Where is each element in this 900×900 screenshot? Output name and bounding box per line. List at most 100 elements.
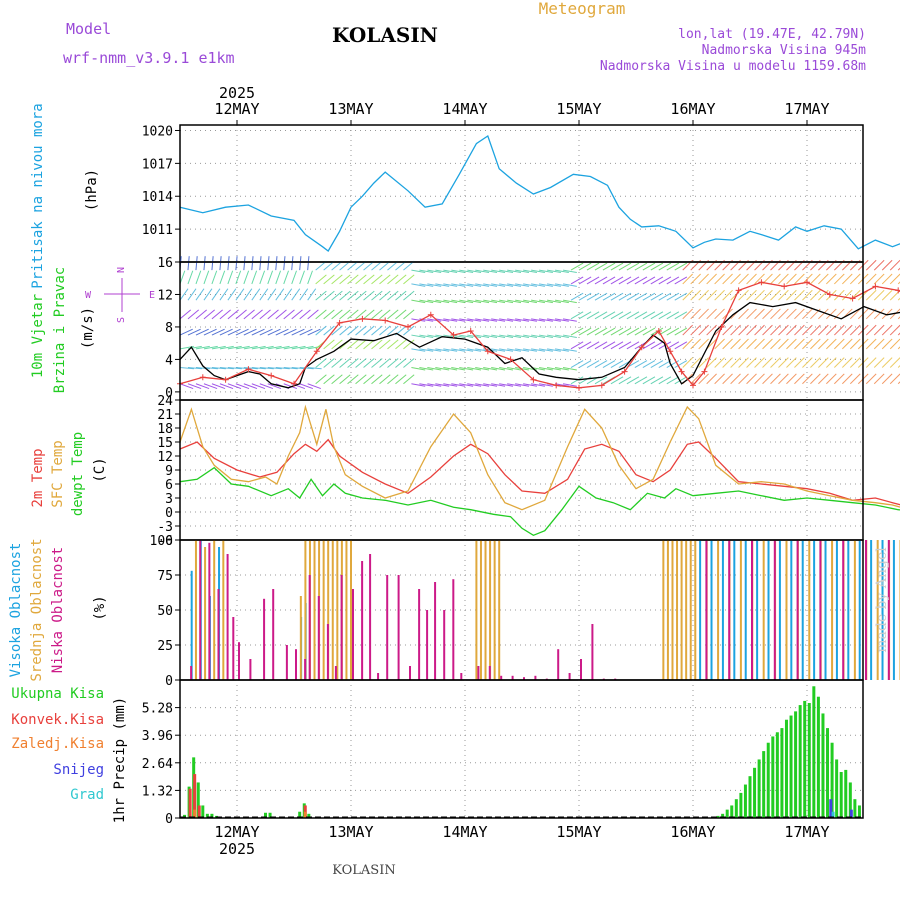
wind-arrow — [467, 283, 482, 287]
wind-arrow — [546, 299, 561, 304]
srednja-oblacnost-bar — [762, 540, 765, 680]
wind-arrow — [754, 273, 765, 285]
wind-arrow — [419, 269, 434, 274]
bottom-day-label: 14MAY — [442, 823, 487, 841]
wind-arrow — [227, 328, 241, 336]
wind-arrow — [626, 292, 640, 301]
ukupna-kisa-bar — [210, 813, 214, 818]
wind-arrow — [794, 273, 805, 285]
wind-arrow — [355, 274, 367, 285]
wind-arrow — [475, 318, 490, 322]
wind-arrow — [818, 357, 829, 368]
visoka-oblacnost-bar — [813, 540, 816, 680]
wind-arrow — [491, 299, 506, 304]
top-day-label: 16MAY — [670, 100, 715, 118]
wind-arrow — [403, 325, 415, 336]
model-label: Model — [66, 20, 111, 38]
wind-arrow — [554, 283, 569, 287]
wind-arrow — [802, 289, 813, 301]
wind-arrow — [283, 328, 297, 336]
wind-arrow — [219, 309, 231, 320]
temp-dew-title: dewpt Temp — [70, 432, 86, 516]
srednja-oblacnost-bar — [680, 540, 683, 680]
wind-arrow — [834, 324, 845, 336]
wind-arrow — [411, 283, 426, 287]
wind-arrow — [602, 292, 616, 301]
wind-arrow — [849, 308, 861, 320]
wind-arrow — [594, 311, 608, 320]
ukupna-kisa-bar — [201, 805, 205, 818]
bottom-day-label: 13MAY — [328, 823, 373, 841]
wind-arrow — [203, 328, 217, 336]
srednja-oblacnost-bar — [304, 540, 307, 680]
wind-arrow — [507, 334, 522, 338]
niska-oblacnost-bar — [773, 540, 776, 680]
wind-arrow — [650, 327, 664, 336]
wind-arrow — [307, 383, 322, 390]
wind-arrow — [610, 341, 624, 350]
niska-oblacnost-bar — [295, 649, 297, 680]
wind-panel: 0 4 8 12 16 — [157, 256, 900, 401]
wind-arrow — [187, 367, 202, 370]
wind-arrow — [762, 357, 773, 368]
wind-arrow — [403, 274, 415, 285]
wind-arrow — [387, 325, 399, 336]
wind-arrow — [594, 327, 608, 336]
wind-arrow — [443, 367, 458, 371]
wind-compass: N S W E — [85, 267, 155, 323]
wind-arrow — [355, 339, 367, 350]
wind-arrow — [403, 339, 415, 350]
ukupna-kisa-bar — [848, 782, 852, 818]
wind-arrow — [251, 270, 258, 285]
wind-arrow — [650, 292, 664, 301]
wind-arrow — [235, 345, 250, 350]
wind-arrow — [642, 341, 656, 350]
wind-arrow — [818, 273, 829, 285]
wind-arrow — [363, 309, 375, 320]
wind-gust-point — [507, 356, 514, 363]
wind-arrow — [682, 357, 693, 368]
wind-arrow — [674, 292, 688, 301]
wind-arrow — [706, 289, 717, 301]
wind-arrow — [371, 274, 383, 285]
ukupna-kisa-bar — [775, 732, 779, 818]
niska-oblacnost-bar — [819, 540, 822, 680]
wind-arrow — [562, 334, 577, 338]
wind-arrow — [443, 283, 458, 287]
wind-arrow — [546, 334, 561, 338]
wind-arrow — [467, 348, 482, 352]
zaledj-kisa-bar — [193, 809, 197, 818]
wind-arrow — [267, 328, 281, 336]
clouds-ytick-label: 0 — [165, 674, 173, 689]
wind-arrow — [219, 328, 233, 336]
wind-arrow — [379, 325, 391, 336]
wind-arrow — [219, 383, 234, 390]
temp-unit: (C) — [92, 457, 108, 482]
wind-arrow — [531, 348, 545, 352]
wind-arrow — [682, 273, 693, 285]
wind-arrow — [658, 262, 672, 271]
pritisak-na-nivou-mora-line — [179, 134, 900, 252]
ukupna-kisa-bar — [716, 815, 720, 818]
wind-arrow — [531, 334, 545, 338]
cloud-unit: (%) — [92, 595, 108, 620]
wind-arrow — [698, 338, 709, 350]
wind-arrow — [355, 374, 367, 385]
wind-arrow — [427, 269, 442, 274]
wind-arrow — [802, 373, 813, 385]
wind-arrow — [387, 290, 399, 301]
wind-arrow — [355, 325, 367, 336]
wind-arrow — [371, 358, 383, 368]
wind-arrow — [387, 374, 399, 385]
wind-arrow — [889, 338, 900, 350]
wind-arrow — [355, 309, 367, 320]
wind-arrow — [339, 290, 351, 301]
wind-arrow — [403, 290, 415, 301]
niska-oblacnost-bar — [352, 589, 354, 680]
wind-arrow — [539, 367, 553, 371]
niska-oblacnost-bar — [369, 554, 372, 680]
wind-arrow — [203, 345, 218, 350]
wind-arrow — [195, 383, 210, 390]
wind-arrow — [531, 383, 545, 387]
wind-gust-point — [268, 372, 275, 379]
